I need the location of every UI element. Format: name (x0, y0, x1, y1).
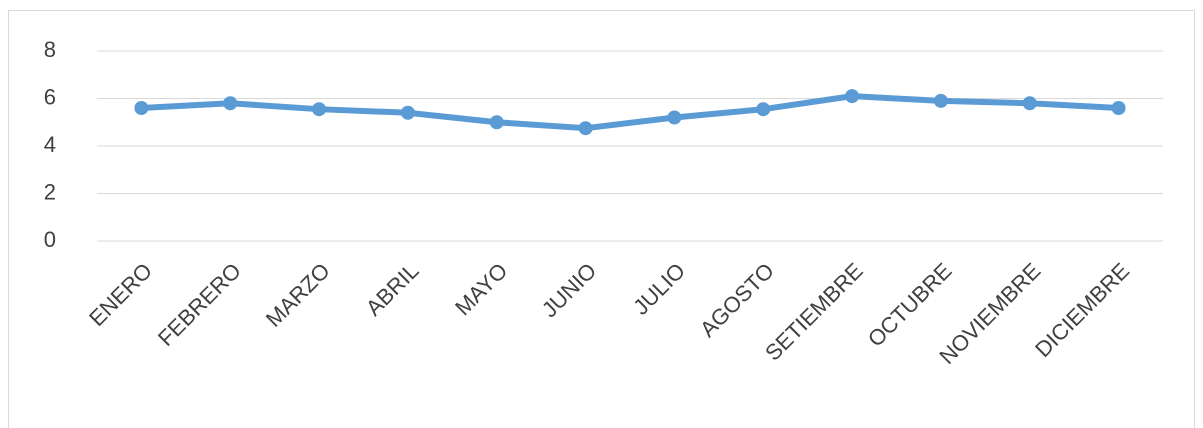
marker (933, 93, 948, 108)
y-tick-label: 2 (44, 179, 56, 204)
y-tick-label: 0 (44, 227, 56, 252)
y-tick-label: 6 (44, 84, 56, 109)
marker (489, 115, 504, 130)
marker (223, 96, 238, 111)
marker (667, 110, 682, 125)
marker (578, 121, 593, 136)
y-tick-label: 4 (44, 132, 56, 157)
marker (1022, 96, 1037, 111)
line (141, 93, 1119, 132)
marker (1111, 101, 1126, 115)
marker (756, 102, 771, 117)
marker (134, 101, 149, 115)
marker (845, 89, 860, 104)
marker (312, 102, 327, 117)
y-tick-label: 8 (44, 37, 56, 62)
chart-frame (8, 10, 1195, 428)
marker (400, 105, 415, 120)
